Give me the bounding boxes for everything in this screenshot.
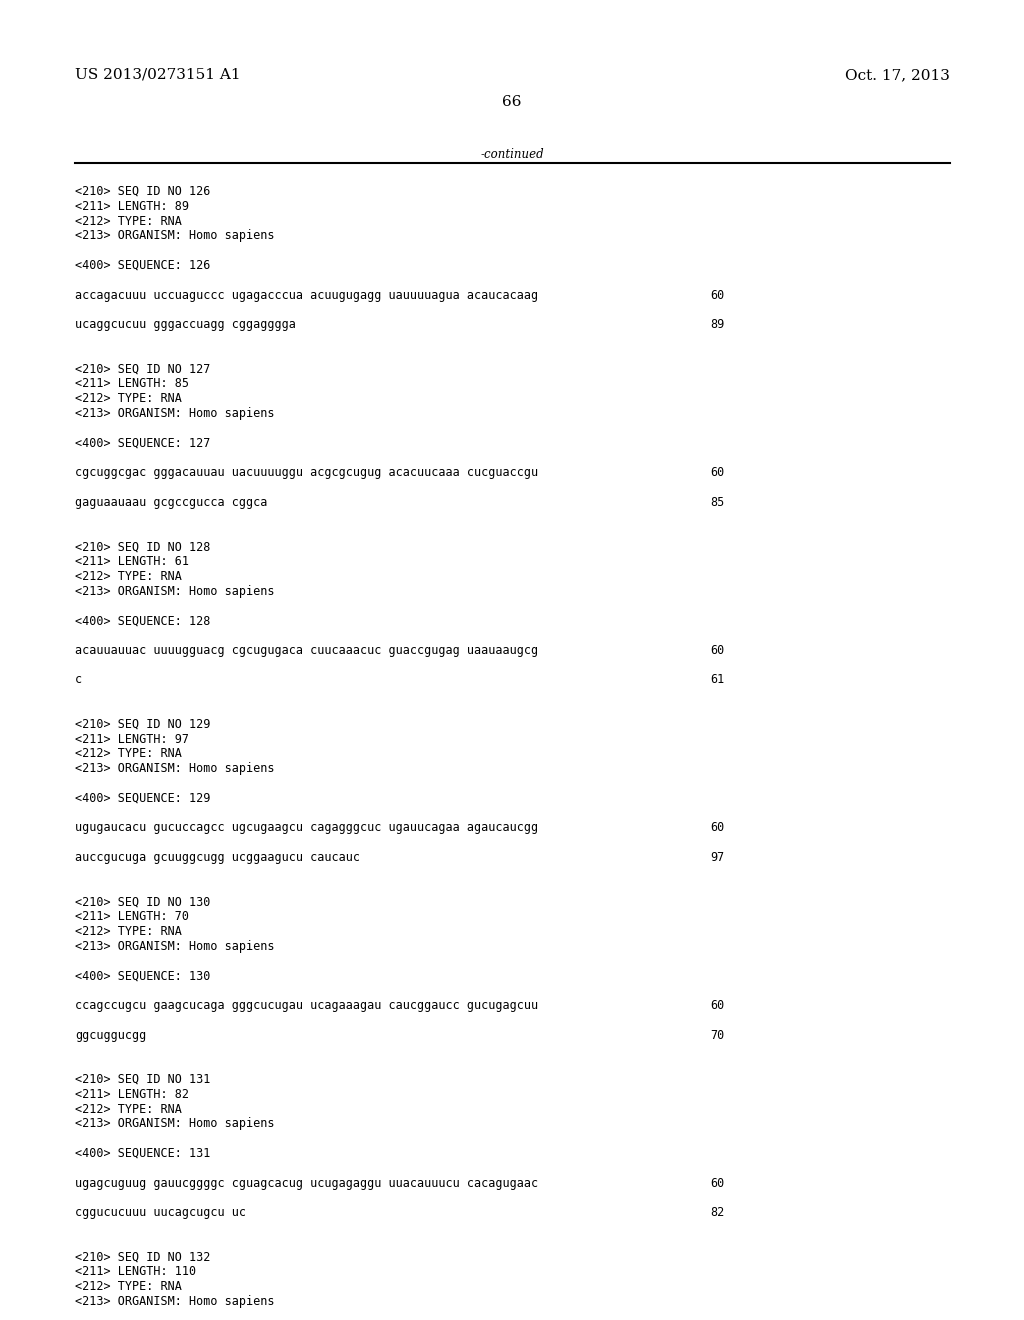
Text: <210> SEQ ID NO 132: <210> SEQ ID NO 132 [75,1250,210,1263]
Text: ccagccugcu gaagcucaga gggcucugau ucagaaagau caucggaucc gucugagcuu: ccagccugcu gaagcucaga gggcucugau ucagaaa… [75,999,539,1012]
Text: <212> TYPE: RNA: <212> TYPE: RNA [75,215,182,227]
Text: <211> LENGTH: 97: <211> LENGTH: 97 [75,733,189,746]
Text: <210> SEQ ID NO 131: <210> SEQ ID NO 131 [75,1073,210,1086]
Text: <400> SEQUENCE: 126: <400> SEQUENCE: 126 [75,259,210,272]
Text: 85: 85 [710,496,724,508]
Text: 60: 60 [710,466,724,479]
Text: <213> ORGANISM: Homo sapiens: <213> ORGANISM: Homo sapiens [75,1118,274,1130]
Text: <211> LENGTH: 110: <211> LENGTH: 110 [75,1266,197,1278]
Text: cggucucuuu uucagcugcu uc: cggucucuuu uucagcugcu uc [75,1206,246,1220]
Text: <211> LENGTH: 89: <211> LENGTH: 89 [75,199,189,213]
Text: cgcuggcgac gggacauuau uacuuuuggu acgcgcugug acacuucaaa cucguaccgu: cgcuggcgac gggacauuau uacuuuuggu acgcgcu… [75,466,539,479]
Text: <211> LENGTH: 61: <211> LENGTH: 61 [75,554,189,568]
Text: <210> SEQ ID NO 129: <210> SEQ ID NO 129 [75,718,210,731]
Text: 82: 82 [710,1206,724,1220]
Text: <213> ORGANISM: Homo sapiens: <213> ORGANISM: Homo sapiens [75,1295,274,1308]
Text: 60: 60 [710,289,724,301]
Text: 89: 89 [710,318,724,331]
Text: <210> SEQ ID NO 128: <210> SEQ ID NO 128 [75,540,210,553]
Text: c: c [75,673,82,686]
Text: 60: 60 [710,644,724,657]
Text: <400> SEQUENCE: 129: <400> SEQUENCE: 129 [75,792,210,805]
Text: -continued: -continued [480,148,544,161]
Text: gaguaauaau gcgccgucca cggca: gaguaauaau gcgccgucca cggca [75,496,267,508]
Text: <400> SEQUENCE: 128: <400> SEQUENCE: 128 [75,614,210,627]
Text: <400> SEQUENCE: 127: <400> SEQUENCE: 127 [75,437,210,450]
Text: US 2013/0273151 A1: US 2013/0273151 A1 [75,69,241,82]
Text: ugagcuguug gauucggggc cguagcacug ucugagaggu uuacauuucu cacagugaac: ugagcuguug gauucggggc cguagcacug ucugaga… [75,1176,539,1189]
Text: <212> TYPE: RNA: <212> TYPE: RNA [75,570,182,583]
Text: 60: 60 [710,999,724,1012]
Text: 66: 66 [502,95,522,110]
Text: <210> SEQ ID NO 126: <210> SEQ ID NO 126 [75,185,210,198]
Text: accagacuuu uccuaguccc ugagacccua acuugugagg uauuuuagua acaucacaag: accagacuuu uccuaguccc ugagacccua acuugug… [75,289,539,301]
Text: acauuauuac uuuugguacg cgcugugaca cuucaaacuc guaccgugag uaauaaugcg: acauuauuac uuuugguacg cgcugugaca cuucaaa… [75,644,539,657]
Text: <212> TYPE: RNA: <212> TYPE: RNA [75,1102,182,1115]
Text: <213> ORGANISM: Homo sapiens: <213> ORGANISM: Homo sapiens [75,230,274,243]
Text: <211> LENGTH: 85: <211> LENGTH: 85 [75,378,189,391]
Text: <212> TYPE: RNA: <212> TYPE: RNA [75,392,182,405]
Text: <213> ORGANISM: Homo sapiens: <213> ORGANISM: Homo sapiens [75,407,274,420]
Text: ugugaucacu gucuccagcc ugcugaagcu cagagggcuc ugauucagaa agaucaucgg: ugugaucacu gucuccagcc ugcugaagcu cagaggg… [75,821,539,834]
Text: <210> SEQ ID NO 127: <210> SEQ ID NO 127 [75,363,210,376]
Text: <400> SEQUENCE: 131: <400> SEQUENCE: 131 [75,1147,210,1160]
Text: ggcuggucgg: ggcuggucgg [75,1028,146,1041]
Text: ucaggcucuu gggaccuagg cggagggga: ucaggcucuu gggaccuagg cggagggga [75,318,296,331]
Text: <213> ORGANISM: Homo sapiens: <213> ORGANISM: Homo sapiens [75,762,274,775]
Text: <211> LENGTH: 70: <211> LENGTH: 70 [75,911,189,923]
Text: <213> ORGANISM: Homo sapiens: <213> ORGANISM: Homo sapiens [75,940,274,953]
Text: 60: 60 [710,1176,724,1189]
Text: <213> ORGANISM: Homo sapiens: <213> ORGANISM: Homo sapiens [75,585,274,598]
Text: Oct. 17, 2013: Oct. 17, 2013 [845,69,950,82]
Text: <400> SEQUENCE: 130: <400> SEQUENCE: 130 [75,969,210,982]
Text: <212> TYPE: RNA: <212> TYPE: RNA [75,1280,182,1294]
Text: 61: 61 [710,673,724,686]
Text: 97: 97 [710,851,724,865]
Text: auccgucuga gcuuggcugg ucggaagucu caucauc: auccgucuga gcuuggcugg ucggaagucu caucauc [75,851,360,865]
Text: <212> TYPE: RNA: <212> TYPE: RNA [75,747,182,760]
Text: <212> TYPE: RNA: <212> TYPE: RNA [75,925,182,939]
Text: <210> SEQ ID NO 130: <210> SEQ ID NO 130 [75,895,210,908]
Text: 60: 60 [710,821,724,834]
Text: 70: 70 [710,1028,724,1041]
Text: <211> LENGTH: 82: <211> LENGTH: 82 [75,1088,189,1101]
